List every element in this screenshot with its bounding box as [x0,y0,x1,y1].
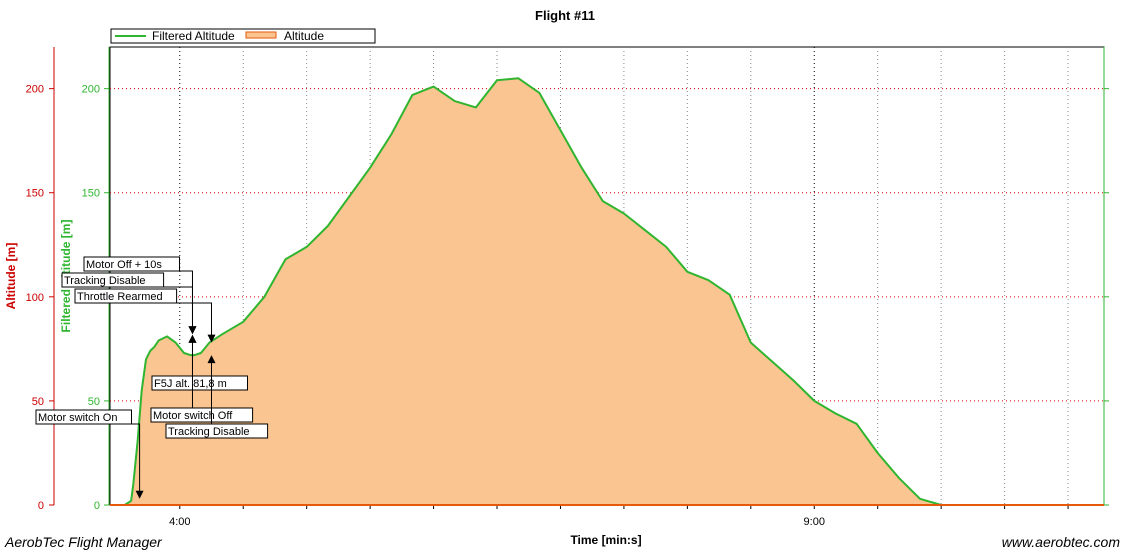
y-tick-altitude: 150 [26,188,44,200]
x-axis-label: Time [min:s] [570,533,641,547]
y-tick-filtered: 150 [82,188,100,200]
annotation: F5J alt. 81,8 m [151,334,248,391]
legend: Filtered Altitude Altitude [110,28,376,44]
y-tick-filtered: 0 [94,500,100,512]
y-tick-filtered: 200 [82,84,100,96]
y-tick-altitude: 100 [26,292,44,304]
legend-swatch-altitude [245,31,277,39]
annotation-leader [176,302,213,337]
annotation-box [35,409,132,425]
annotation-box [151,375,248,391]
annotation-leader [163,286,193,329]
annotation-arrow [207,355,216,364]
annotation-box [83,256,180,272]
y-tick-filtered: 50 [88,396,100,408]
annotation-box [150,407,254,423]
filtered-altitude-line [110,77,1104,506]
annotation: Tracking Disable [165,355,269,439]
x-tick-label: 4:00 [169,516,190,528]
annotation-box [165,423,269,439]
annotation-label: Motor Off + 10s [86,259,162,271]
annotation-label: Tracking Disable [64,275,146,287]
annotation-box [74,288,178,304]
annotation-box [61,272,165,288]
y-tick-altitude: 200 [26,84,44,96]
annotation: Motor switch On [35,409,144,499]
legend-label-altitude: Altitude [284,29,324,43]
annotation-leader [131,423,141,493]
annotation-label: Tracking Disable [168,426,250,438]
annotation-label: Motor switch On [38,412,117,424]
chart-title: Flight #11 [535,8,595,23]
annotation-label: F5J alt. 81,8 m [154,378,227,390]
annotation: Throttle Rearmed [74,288,216,343]
annotation-arrow [135,490,144,499]
y-tick-altitude: 50 [32,396,44,408]
x-tick-label: 9:00 [804,516,825,528]
app-name: AerobTec Flight Manager [4,534,163,550]
website: www.aerobtec.com [1002,534,1121,550]
y-axis-label-altitude: Altitude [m] [4,243,18,310]
y-tick-altitude: 0 [38,500,44,512]
annotation: Motor switch Off [150,334,254,423]
annotation-label: Motor switch Off [153,410,233,422]
legend-label-filtered: Filtered Altitude [152,29,235,43]
annotation-label: Throttle Rearmed [77,291,163,303]
annotation-arrow [188,334,197,343]
annotation-arrow [207,334,216,343]
annotation-arrow [188,326,197,335]
annotation: Tracking Disable [61,272,197,335]
